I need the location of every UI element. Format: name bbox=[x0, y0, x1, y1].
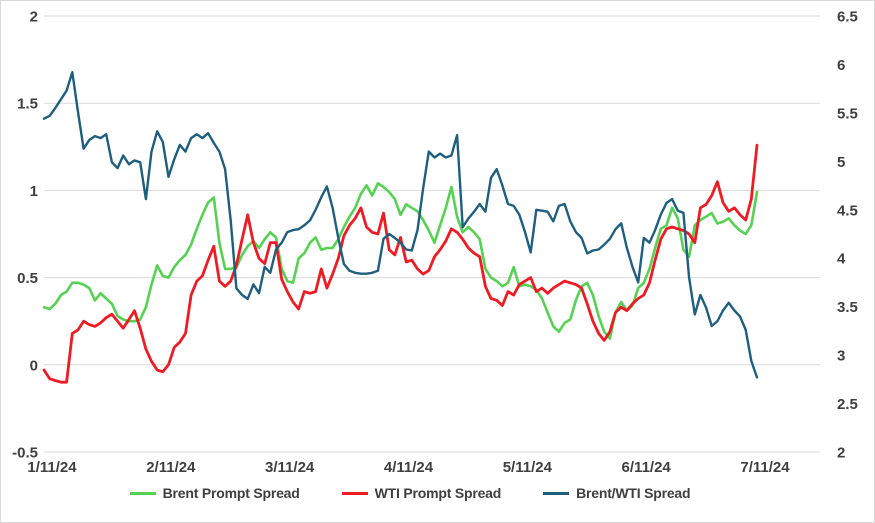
legend-line-swatch-blue bbox=[543, 491, 570, 495]
left-axis-tick: 0 bbox=[30, 357, 38, 374]
right-axis-tick: 3.5 bbox=[837, 299, 858, 316]
legend-item-brent-wti-spread: Brent/WTI Spread bbox=[543, 485, 691, 501]
legend-line-swatch-green bbox=[129, 491, 156, 495]
series-line-brent-wti-spread bbox=[42, 70, 759, 379]
series-line-wti-prompt-spread bbox=[42, 143, 759, 384]
legend-line-swatch-red bbox=[341, 491, 368, 495]
left-axis-tick: -0.5 bbox=[12, 445, 38, 462]
right-axis-tick: 3 bbox=[837, 348, 845, 365]
x-axis-tick: 6/11/24 bbox=[622, 459, 672, 476]
x-axis-tick: 5/11/24 bbox=[503, 459, 553, 476]
left-axis-tick: 2 bbox=[30, 9, 38, 26]
series-line-brent-prompt-spread bbox=[42, 182, 759, 340]
legend-label-brent-prompt-spread: Brent Prompt Spread bbox=[162, 485, 300, 501]
x-axis-tick: 2/11/24 bbox=[146, 459, 196, 476]
right-axis-tick: 6.5 bbox=[837, 9, 858, 26]
right-axis-tick: 5.5 bbox=[837, 105, 858, 122]
right-axis-tick: 2.5 bbox=[837, 396, 858, 413]
x-axis-tick: 3/11/24 bbox=[265, 459, 315, 476]
legend-item-brent-prompt-spread: Brent Prompt Spread bbox=[129, 485, 300, 501]
right-axis-tick: 6 bbox=[837, 57, 845, 74]
chart-legend: Brent Prompt Spread WTI Prompt Spread Br… bbox=[0, 485, 820, 501]
right-axis-tick: 4 bbox=[837, 251, 846, 268]
x-axis-tick: 4/11/24 bbox=[384, 459, 434, 476]
x-axis-tick: 7/11/24 bbox=[740, 459, 790, 476]
right-axis-tick: 4.5 bbox=[837, 202, 858, 219]
legend-item-wti-prompt-spread: WTI Prompt Spread bbox=[341, 485, 502, 501]
right-axis-tick: 2 bbox=[837, 445, 845, 462]
left-axis-tick: 1.5 bbox=[17, 96, 38, 113]
left-axis-tick: 1 bbox=[30, 183, 38, 200]
legend-label-wti-prompt-spread: WTI Prompt Spread bbox=[374, 485, 502, 501]
legend-label-brent-wti-spread: Brent/WTI Spread bbox=[576, 485, 691, 501]
x-axis-tick: 1/11/24 bbox=[27, 459, 77, 476]
right-axis-tick: 5 bbox=[837, 154, 845, 171]
left-axis-tick: 0.5 bbox=[17, 270, 38, 287]
